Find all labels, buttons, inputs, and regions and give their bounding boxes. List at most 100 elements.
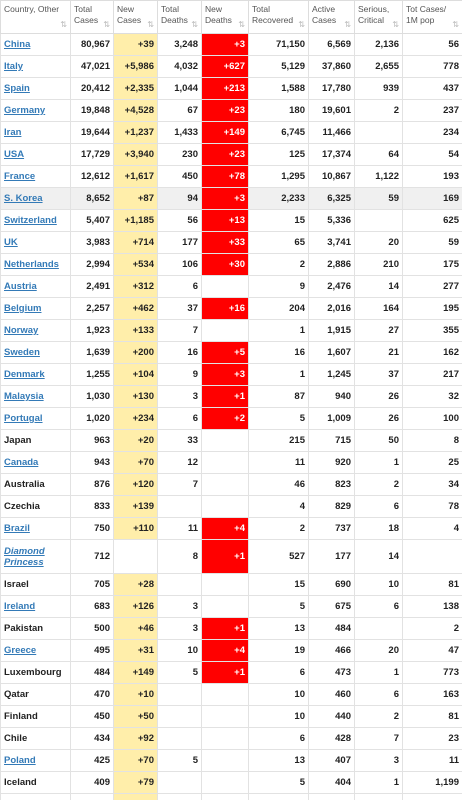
country-link[interactable]: Norway — [4, 325, 39, 336]
table-cell: 27 — [354, 319, 403, 342]
table-cell: 778 — [402, 55, 462, 78]
table-cell — [201, 749, 249, 772]
table-cell — [157, 683, 202, 706]
table-cell: +133 — [113, 319, 158, 342]
table-cell: Norway — [0, 319, 71, 342]
table-cell: 81 — [402, 705, 462, 728]
table-row: Qatar 470 +10 10 460 6 163 — [0, 683, 462, 706]
table-cell: 705 — [70, 573, 114, 596]
table-cell: 675 — [308, 595, 355, 618]
table-cell: 80,967 — [70, 33, 114, 56]
country-link[interactable]: Iran — [4, 127, 22, 138]
table-cell: +33 — [201, 231, 249, 254]
column-header[interactable]: New Deaths — [201, 0, 249, 34]
country-link[interactable]: Diamond Princess — [4, 545, 45, 568]
table-cell: 195 — [402, 297, 462, 320]
table-cell: 440 — [308, 705, 355, 728]
country-link[interactable]: Canada — [4, 457, 39, 468]
table-cell: 19,601 — [308, 99, 355, 122]
table-cell: 21 — [354, 341, 403, 364]
table-cell: 920 — [308, 451, 355, 474]
table-cell: +1,237 — [113, 121, 158, 144]
table-cell: 683 — [70, 595, 114, 618]
table-row: Austria 2,491 +312 6 9 2,476 14 277 — [0, 275, 462, 298]
country-link[interactable]: Greece — [4, 645, 37, 656]
table-cell: 125 — [248, 143, 309, 166]
table-cell: 12,612 — [70, 165, 114, 188]
column-header[interactable]: Total Deaths — [157, 0, 202, 34]
table-cell: +13 — [201, 209, 249, 232]
table-cell: 1 — [354, 771, 403, 794]
country-link[interactable]: France — [4, 171, 36, 182]
column-header[interactable]: Active Cases — [308, 0, 355, 34]
table-cell: 17,729 — [70, 143, 114, 166]
table-cell: 14 — [354, 539, 403, 574]
table-cell: +2,335 — [113, 77, 158, 100]
table-cell — [201, 683, 249, 706]
table-cell: Sweden — [0, 341, 71, 364]
table-cell: 7 — [157, 473, 202, 496]
table-cell — [201, 771, 249, 794]
column-header[interactable]: Total Cases — [70, 0, 114, 34]
country-link[interactable]: China — [4, 39, 31, 50]
table-cell: 100 — [402, 407, 462, 430]
table-cell: 11 — [402, 749, 462, 772]
table-cell: 56 — [157, 209, 202, 232]
table-cell: 425 — [70, 749, 114, 772]
table-cell: 59 — [354, 187, 403, 210]
table-cell: 20 — [354, 231, 403, 254]
table-row: Singapore385+40 1312541466 — [0, 793, 462, 800]
table-cell: 47 — [402, 639, 462, 662]
country-link[interactable]: Sweden — [4, 347, 40, 358]
table-cell: +23 — [201, 99, 249, 122]
country-link[interactable]: Malaysia — [4, 391, 44, 402]
country-link[interactable]: USA — [4, 149, 25, 160]
table-cell: 254 — [308, 793, 355, 800]
table-cell: 14 — [354, 793, 403, 800]
country-link[interactable]: Switzerland — [4, 215, 57, 226]
column-header[interactable]: New Cases — [113, 0, 158, 34]
table-cell: 15 — [248, 573, 309, 596]
table-cell: 1,030 — [70, 385, 114, 408]
country-link[interactable]: S. Korea — [4, 193, 43, 204]
table-cell: 193 — [402, 165, 462, 188]
country-link[interactable]: Portugal — [4, 413, 43, 424]
table-cell: +126 — [113, 595, 158, 618]
table-cell: 470 — [70, 683, 114, 706]
country-link[interactable]: Belgium — [4, 303, 42, 314]
country-link[interactable]: Spain — [4, 83, 30, 94]
column-header[interactable]: Serious, Critical — [354, 0, 403, 34]
table-cell: 162 — [402, 341, 462, 364]
column-header[interactable]: Country, Other — [0, 0, 71, 34]
table-cell: +1,185 — [113, 209, 158, 232]
table-cell: +92 — [113, 727, 158, 750]
table-row: Germany 19,848 +4,528 67 +23 180 19,601 2 237 — [0, 99, 462, 122]
table-cell: 204 — [248, 297, 309, 320]
country-link[interactable]: Netherlands — [4, 259, 59, 270]
table-cell: +5,986 — [113, 55, 158, 78]
table-cell: 13 — [248, 617, 309, 640]
table-cell: 78 — [402, 495, 462, 518]
column-header[interactable]: Total Recovered — [248, 0, 309, 34]
country-link[interactable]: Brazil — [4, 523, 30, 534]
table-cell — [157, 573, 202, 596]
country-link[interactable]: Denmark — [4, 369, 45, 380]
country-link[interactable]: Poland — [4, 755, 36, 766]
table-cell: 437 — [402, 77, 462, 100]
country-link[interactable]: Ireland — [4, 601, 36, 612]
table-cell: 3 — [354, 749, 403, 772]
table-cell: +200 — [113, 341, 158, 364]
table-cell: 18 — [354, 517, 403, 540]
country-link[interactable]: Austria — [4, 281, 37, 292]
table-cell: +1,617 — [113, 165, 158, 188]
table-cell: Canada — [0, 451, 71, 474]
table-cell: 8 — [402, 429, 462, 452]
table-cell: 19 — [248, 639, 309, 662]
table-cell: 13 — [248, 749, 309, 772]
country-link[interactable]: Germany — [4, 105, 46, 116]
column-header[interactable]: Tot Cases/ 1M pop — [402, 0, 462, 34]
table-cell: 1,255 — [70, 363, 114, 386]
country-link[interactable]: Italy — [4, 61, 24, 72]
table-cell: 81 — [402, 573, 462, 596]
country-link[interactable]: UK — [4, 237, 18, 248]
